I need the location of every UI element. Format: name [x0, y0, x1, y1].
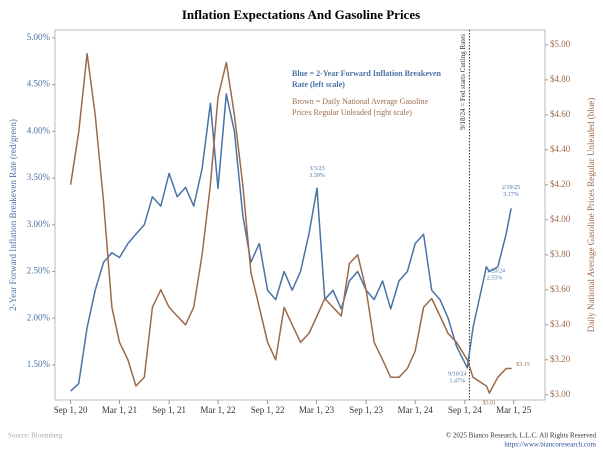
- annotation-label: 3/3/23: [309, 166, 324, 172]
- y2-axis-label: Daily National Average Gasoline Prices R…: [586, 98, 596, 333]
- annotation-anchor: [316, 187, 318, 190]
- x-tick-label: Sep 1, 24: [448, 405, 482, 415]
- x-tick-label: Mar 1, 21: [102, 405, 137, 415]
- y-tick-label: 3.50%: [27, 172, 51, 182]
- annotation-label: 2.55%: [487, 276, 503, 282]
- annotation-label: $3.01: [483, 399, 497, 406]
- y2-tick-label: $3.00: [550, 389, 571, 399]
- y-tick-label: 2.50%: [27, 266, 51, 276]
- source: Source: Bloomberg: [8, 432, 63, 440]
- x-tick-label: Mar 1, 23: [299, 405, 335, 415]
- x-tick-label: Sep 1, 21: [152, 405, 186, 415]
- x-tick-label: Mar 1, 24: [398, 405, 434, 415]
- y-tick-label: 4.50%: [27, 79, 51, 89]
- annotation-label: 2/19/25: [502, 185, 520, 191]
- y-tick-label: 5.00%: [27, 32, 51, 42]
- annotation-anchor: [485, 266, 488, 268]
- y2-tick-label: $5.00: [550, 39, 571, 49]
- series-line: [70, 93, 512, 392]
- x-tick-label: Sep 1, 20: [54, 405, 88, 415]
- legend-entry: Brown = Daily National Average Gasoline …: [292, 97, 429, 117]
- y-tick-label: 3.00%: [27, 219, 51, 229]
- y2-tick-label: $3.20: [550, 354, 571, 364]
- y-tick-label: 4.00%: [27, 125, 51, 135]
- y2-tick-label: $3.80: [550, 249, 571, 259]
- y2-tick-label: $4.40: [550, 144, 571, 154]
- y2-tick-label: $4.20: [550, 179, 571, 189]
- annotation-anchor: [466, 366, 469, 369]
- x-tick-label: Mar 1, 25: [496, 405, 532, 415]
- annotation-label: $3.15: [516, 361, 530, 368]
- annotation-label: 3.17%: [503, 192, 519, 198]
- event-label: 9/18/24 = Fed starts Cutting Rates: [459, 34, 467, 130]
- plot-frame: [54, 29, 546, 401]
- y2-tick-label: $3.40: [550, 319, 571, 329]
- y-axis-label: 2-Year Forward Inflation Breakeven Rate …: [8, 119, 18, 311]
- y2-tick-label: $4.60: [550, 109, 571, 119]
- x-tick-label: Mar 1, 22: [200, 405, 235, 415]
- y-tick-label: 2.00%: [27, 312, 51, 322]
- copyright: © 2025 Bianco Research, L.L.C. All Right…: [446, 432, 597, 440]
- annotation-label: 11/20/24: [484, 269, 505, 275]
- legend-entry: Blue = 2-Year Forward Inflation Breakeve…: [292, 69, 441, 89]
- annotation-label: 1.47%: [450, 379, 466, 385]
- y-tick-label: 1.50%: [27, 359, 51, 369]
- series-line: [69, 52, 511, 394]
- url: https://www.biancoresearch.com: [504, 441, 596, 449]
- annotation-anchor: [510, 367, 512, 370]
- annotation-label: 3.39%: [309, 173, 325, 179]
- y2-tick-label: $4.80: [550, 74, 571, 84]
- annotation-anchor: [510, 208, 512, 210]
- annotation-label: 9/10/24: [448, 372, 466, 378]
- chart-title: Inflation Expectations And Gasoline Pric…: [182, 7, 420, 22]
- y2-tick-label: $4.00: [550, 214, 571, 224]
- y2-tick-label: $3.60: [550, 284, 571, 294]
- x-tick-label: Sep 1, 22: [251, 405, 285, 415]
- x-tick-label: Sep 1, 23: [349, 405, 383, 415]
- annotation-anchor: [488, 392, 491, 394]
